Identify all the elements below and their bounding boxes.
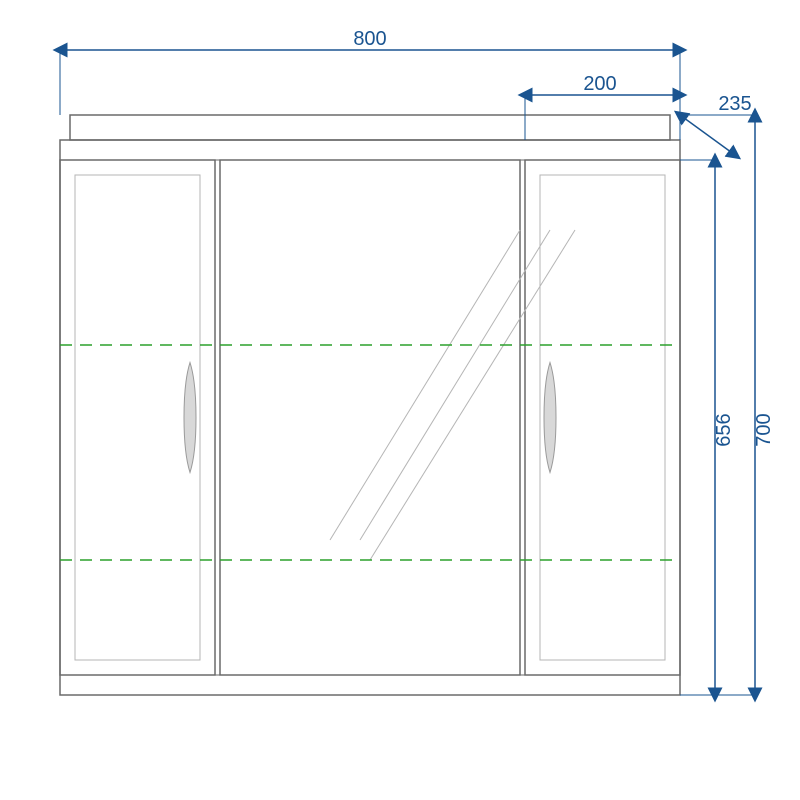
cabinet-body xyxy=(60,115,680,695)
right-door xyxy=(525,160,680,675)
dimension-depth xyxy=(680,115,735,155)
dimension-label: 656 xyxy=(713,413,735,446)
dimension-label: 235 xyxy=(718,93,751,115)
left-door-handle xyxy=(184,363,196,473)
right-door-handle xyxy=(544,363,556,473)
dimension-label: 200 xyxy=(583,73,616,95)
reflection-line-1 xyxy=(360,230,550,540)
dimension-label: 800 xyxy=(353,28,386,50)
reflection-line-0 xyxy=(330,230,520,540)
technical-drawing: 800 200 235 656 700 xyxy=(0,0,800,800)
dimension-label: 700 xyxy=(753,413,775,446)
left-door xyxy=(60,160,215,675)
mirror-panel xyxy=(220,160,520,675)
